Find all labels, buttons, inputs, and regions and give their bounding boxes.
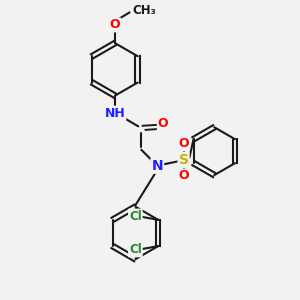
Text: N: N xyxy=(152,159,163,173)
Text: O: O xyxy=(178,169,189,182)
Text: Cl: Cl xyxy=(129,209,142,223)
Text: O: O xyxy=(178,137,189,150)
Text: Cl: Cl xyxy=(129,243,142,256)
Text: NH: NH xyxy=(105,107,125,120)
Text: S: S xyxy=(178,153,189,167)
Text: O: O xyxy=(158,117,169,130)
Text: O: O xyxy=(110,19,120,32)
Text: CH₃: CH₃ xyxy=(133,4,156,17)
